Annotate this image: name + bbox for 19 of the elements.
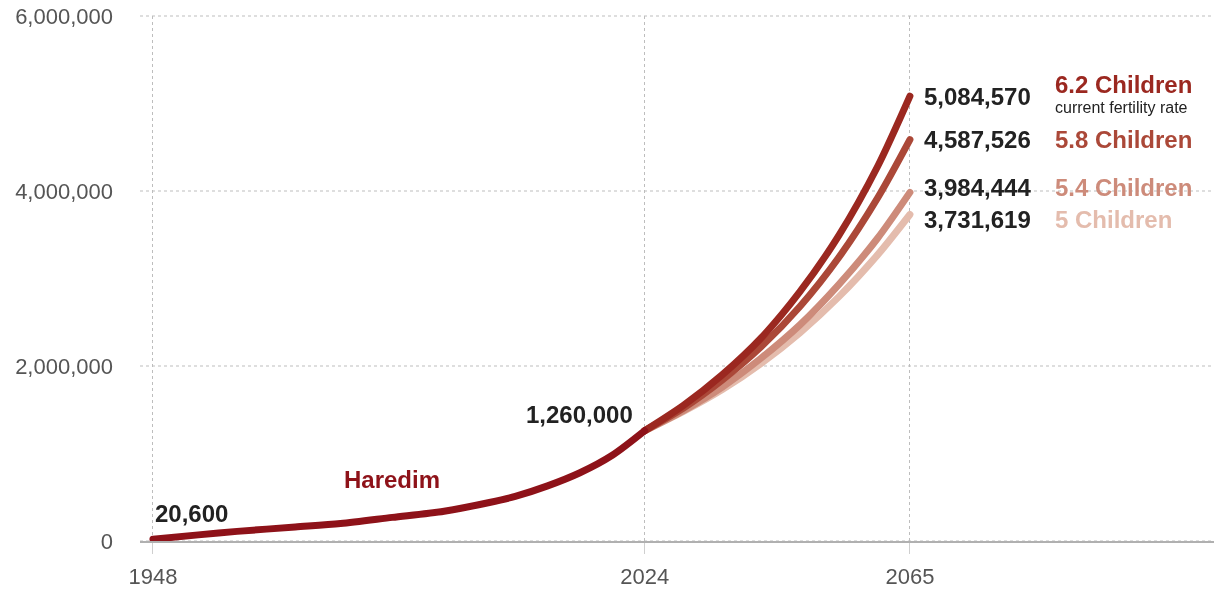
text: 5.4 Children [1055, 174, 1193, 201]
series-label: Haredim [344, 466, 441, 493]
y-tick-label: 6,000,000 [15, 3, 113, 29]
data-label: 5,084,570 [924, 83, 1031, 110]
annotation: current fertility rate [1055, 99, 1188, 116]
data-label: 4,587,526 [924, 126, 1031, 153]
text: 6.2 Children [1055, 71, 1193, 98]
data-label: 3,984,444 [924, 174, 1032, 201]
y-tick-label: 2,000,000 [15, 353, 113, 379]
text: 5 Children [1055, 206, 1173, 233]
y-tick-label: 4,000,000 [15, 178, 113, 204]
x-tick-label: 2024 [620, 564, 670, 590]
data-label: 1,260,000 [526, 401, 633, 428]
x-tick-label: 2065 [885, 564, 935, 590]
data-label: 3,731,619 [924, 206, 1031, 233]
x-tick-label: 1948 [128, 564, 178, 590]
data-label: 20,600 [155, 500, 229, 527]
text: 5.8 Children [1055, 126, 1193, 153]
y-tick-label: 0 [100, 528, 113, 554]
